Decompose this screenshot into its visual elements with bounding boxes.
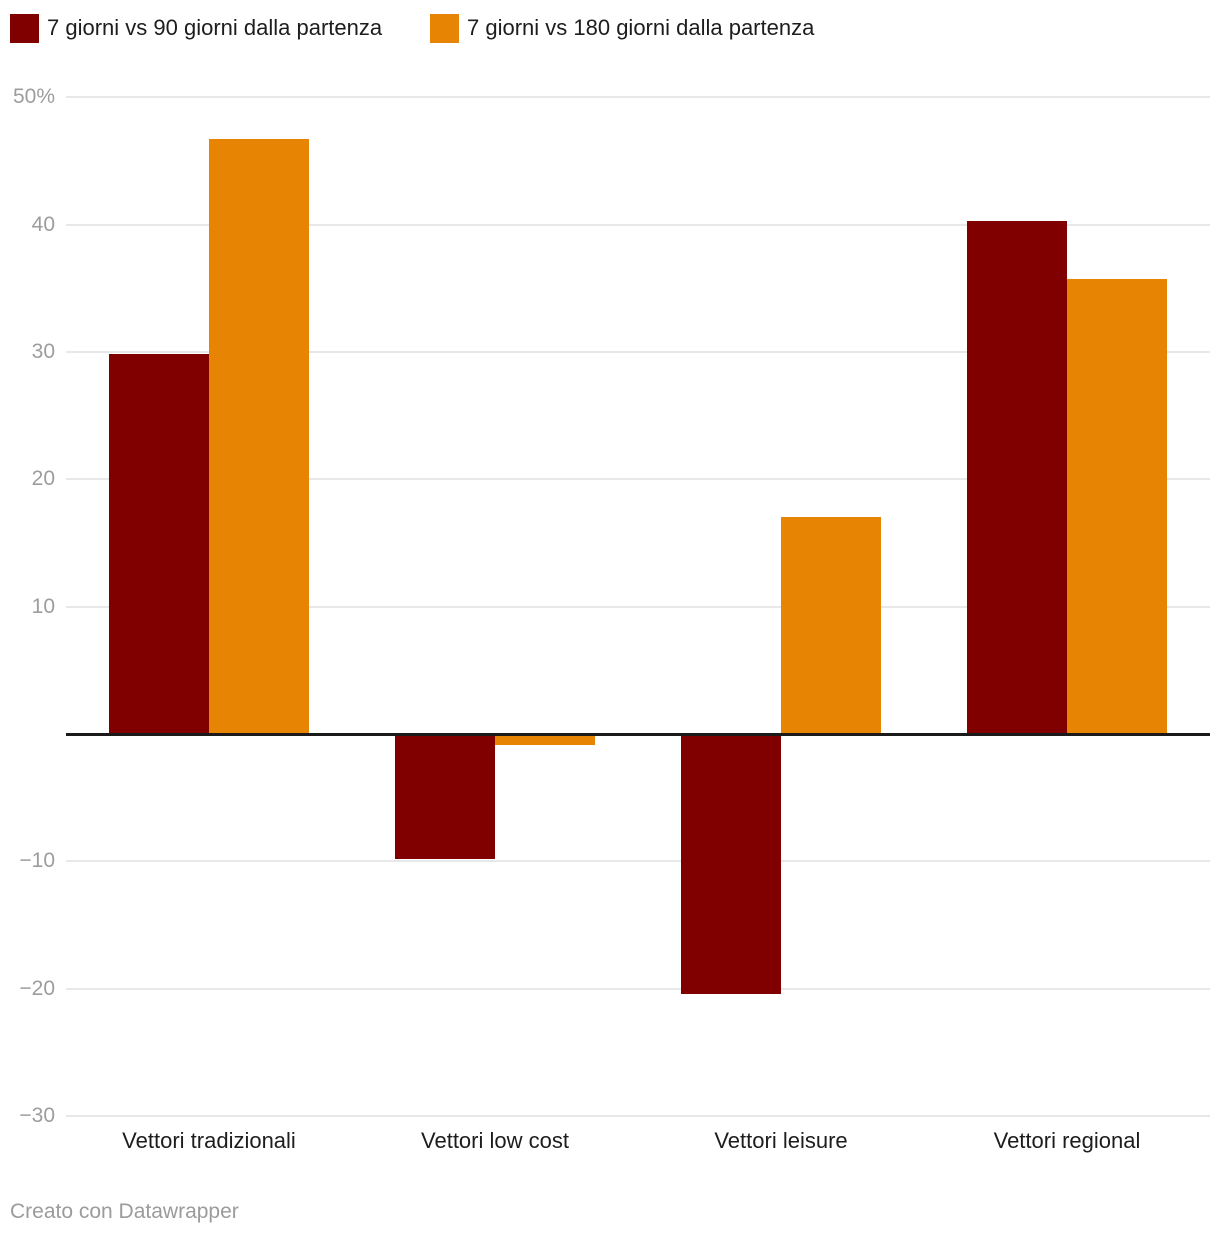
bar-vettori-low-cost-series-0 xyxy=(395,734,495,859)
y-axis-tick-label: 40 xyxy=(31,213,55,236)
legend-label: 7 giorni vs 180 giorni dalla partenza xyxy=(467,15,815,40)
gridline xyxy=(66,478,1210,480)
gridline xyxy=(66,351,1210,353)
x-axis-category-label: Vettori regional xyxy=(993,1128,1141,1153)
bar-vettori-regional-series-0 xyxy=(967,221,1067,734)
y-axis-tick-label: −20 xyxy=(19,977,55,1000)
chart-credit: Creato con Datawrapper xyxy=(10,1200,239,1223)
legend-label: 7 giorni vs 90 giorni dalla partenza xyxy=(47,15,383,40)
y-axis-tick-label: 30 xyxy=(31,340,55,363)
legend-item-180-giorni: 7 giorni vs 180 giorni dalla partenza xyxy=(430,6,814,50)
zero-baseline xyxy=(66,733,1210,736)
bar-vettori-tradizionali-series-0 xyxy=(109,354,209,734)
y-axis-tick-label: 50% xyxy=(12,85,55,108)
legend-item-90-giorni: 7 giorni vs 90 giorni dalla partenza xyxy=(10,6,382,50)
legend-swatch-dark-red xyxy=(10,13,39,43)
y-axis-tick-label: −10 xyxy=(19,849,55,872)
gridline xyxy=(66,224,1210,226)
bar-vettori-leisure-series-0 xyxy=(681,734,781,994)
gridline xyxy=(66,606,1210,608)
bar-vettori-leisure-series-1 xyxy=(781,517,881,734)
y-axis-tick-label: 10 xyxy=(31,595,55,618)
bar-vettori-low-cost-series-1 xyxy=(495,734,595,745)
x-axis-category-label: Vettori tradizionali xyxy=(122,1128,296,1153)
y-axis-tick-label: 20 xyxy=(31,467,55,490)
gridline xyxy=(66,96,1210,98)
gridline xyxy=(66,988,1210,990)
legend-swatch-orange xyxy=(430,13,459,43)
x-axis-category-label: Vettori leisure xyxy=(714,1128,848,1153)
y-axis-tick-label: −30 xyxy=(19,1104,55,1127)
gridline xyxy=(66,1115,1210,1117)
x-axis-category-label: Vettori low cost xyxy=(421,1128,569,1153)
bar-vettori-regional-series-1 xyxy=(1067,279,1167,734)
bar-vettori-tradizionali-series-1 xyxy=(209,139,309,734)
gridline xyxy=(66,860,1210,862)
